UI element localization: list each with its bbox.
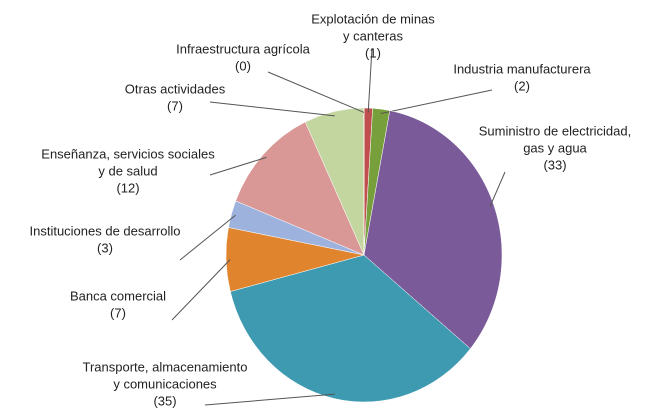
value-label: (2) [514, 78, 530, 93]
slice-label: y canteras [343, 28, 403, 43]
leader-line [209, 156, 267, 176]
value-label: (3) [97, 240, 113, 255]
leader-line [204, 393, 335, 406]
value-label: (1) [365, 45, 381, 60]
leader-line [489, 171, 506, 207]
slice-label: Otras actividades [125, 81, 226, 96]
slice-label: Banca comercial [70, 288, 166, 303]
pie-slice [230, 254, 471, 403]
leader-line [267, 71, 365, 113]
value-label: (12) [116, 180, 139, 195]
leader-line [171, 259, 231, 321]
slice-label: y comunicaciones [113, 376, 217, 391]
leader-line [209, 101, 335, 117]
leader-line [179, 214, 236, 261]
slice-label: Enseñanza, servicios sociales [41, 146, 215, 161]
value-label: (35) [153, 393, 176, 408]
slice-label: Transporte, almacenamiento [83, 359, 248, 374]
slice-label: Explotación de minas [311, 11, 435, 26]
slice-label: gas y agua [523, 140, 587, 155]
slice-label: Suministro de electricidad, [479, 123, 631, 138]
slice-label: Instituciones de desarrollo [29, 223, 180, 238]
value-label: (33) [543, 157, 566, 172]
slice-label: Infraestructura agrícola [176, 41, 310, 56]
value-label: (7) [110, 305, 126, 320]
leader-line [367, 47, 373, 113]
value-label: (7) [167, 98, 183, 113]
pie-slice [363, 110, 503, 350]
pie-slice [235, 121, 365, 256]
leader-line [380, 89, 493, 115]
value-label: (0) [235, 58, 251, 73]
slice-label: Industria manufacturera [453, 61, 591, 76]
slice-label: y de salud [98, 163, 157, 178]
